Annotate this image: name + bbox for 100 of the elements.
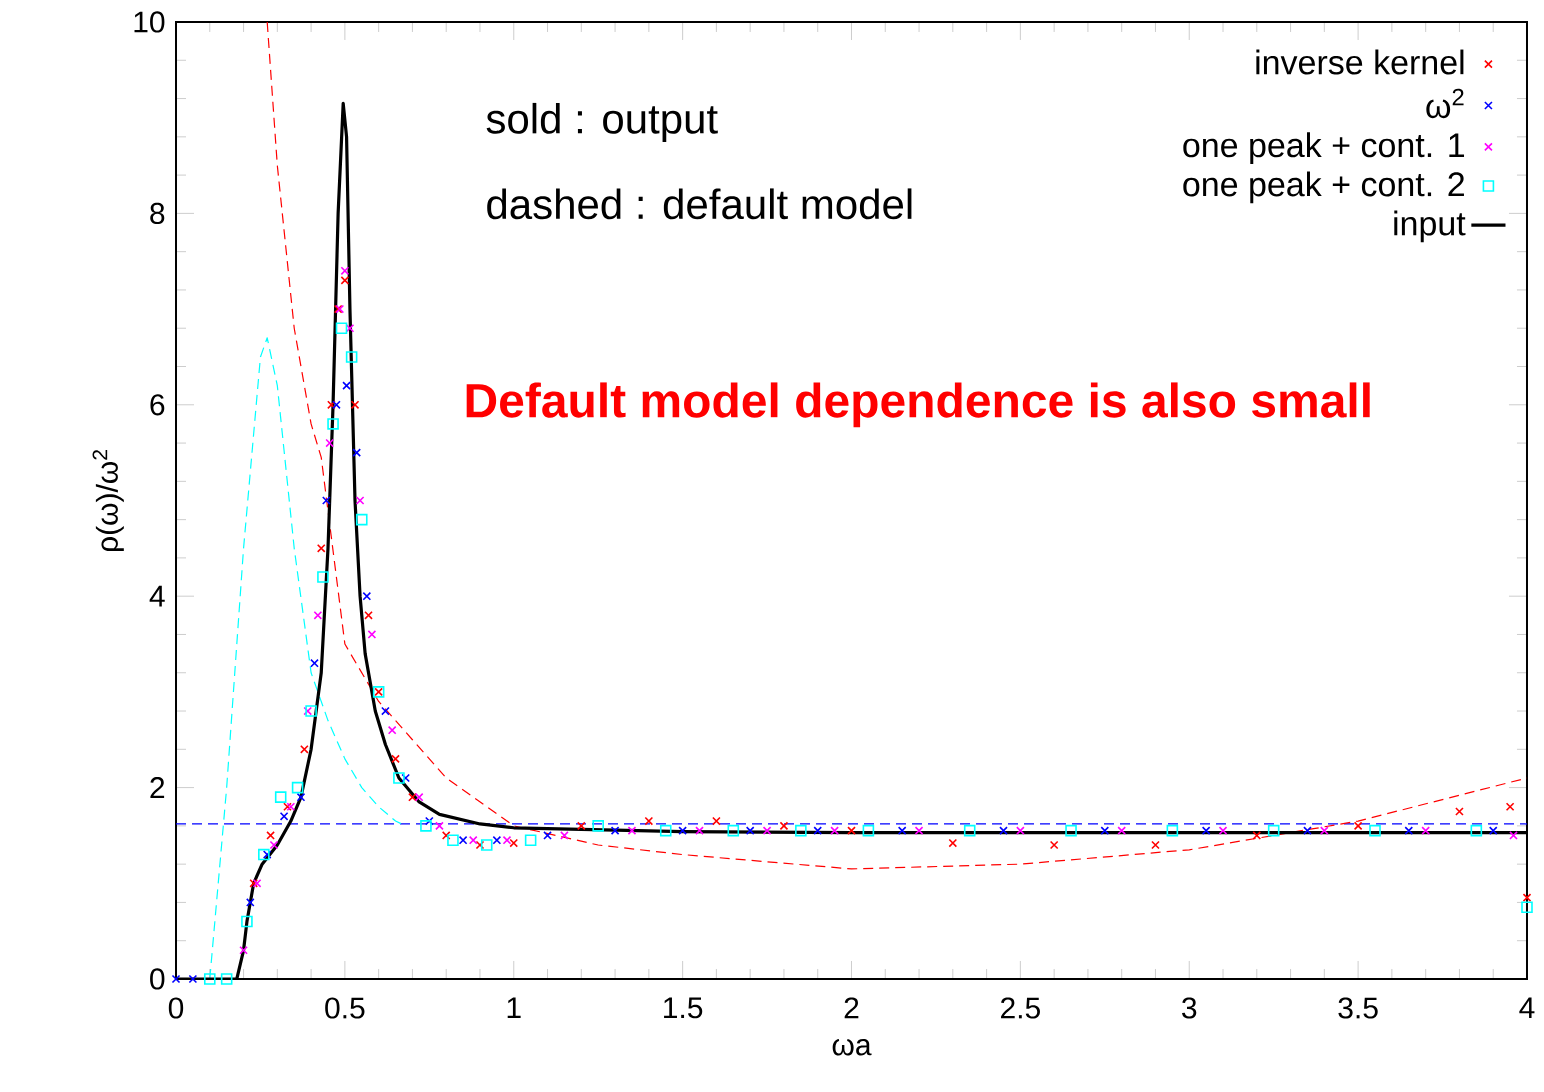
point (1421, 826, 1430, 835)
point (283, 802, 292, 812)
point (1166, 824, 1179, 837)
point (1522, 893, 1532, 902)
x-tick-label: 0 (168, 997, 184, 1019)
point (266, 831, 275, 840)
y-axis-title: ρ(ω)/ω$^{2}$ (92, 450, 124, 551)
point (1521, 901, 1533, 914)
point (468, 835, 478, 845)
point (203, 973, 216, 985)
point (441, 831, 451, 840)
line-series (266, 21, 1527, 870)
point (727, 824, 740, 837)
point (317, 571, 329, 583)
point (245, 898, 255, 907)
point (492, 835, 502, 845)
point (387, 725, 397, 735)
point (1218, 826, 1228, 835)
x-tick-label: 2.5 (1001, 997, 1040, 1019)
point (367, 630, 377, 639)
y-tick-label: 0 (150, 968, 165, 990)
point (543, 831, 552, 840)
point (258, 848, 270, 861)
x-tick-label: 4 (1519, 997, 1535, 1019)
point (524, 834, 537, 847)
point (345, 351, 358, 363)
point (274, 791, 287, 803)
point (1065, 824, 1077, 837)
point (678, 826, 687, 835)
legend-label: ω$^{2}$ (1426, 88, 1464, 119)
point (313, 610, 323, 620)
point (241, 915, 253, 928)
point (560, 831, 569, 840)
point (963, 824, 976, 837)
point (239, 945, 248, 955)
point (914, 826, 924, 835)
point (1151, 840, 1160, 850)
point (350, 400, 360, 410)
annotation: Default model dependence is also small (466, 382, 1370, 428)
point (712, 816, 721, 826)
point (414, 792, 424, 802)
point (335, 322, 348, 335)
point (1252, 831, 1262, 840)
y-tick-label: 6 (150, 394, 165, 416)
point (1320, 826, 1329, 835)
annotation: sold : output (486, 102, 718, 143)
point (305, 705, 317, 717)
point (813, 826, 823, 835)
point (340, 276, 350, 285)
point (762, 826, 772, 835)
point (342, 381, 351, 390)
point (327, 400, 336, 410)
legend-label: input (1394, 210, 1466, 243)
point (610, 826, 620, 835)
point (480, 839, 493, 851)
point (188, 974, 198, 984)
x-tick-label: 3.5 (1338, 997, 1378, 1019)
point (269, 840, 279, 850)
point (1267, 824, 1280, 837)
point (316, 544, 326, 553)
point (862, 824, 875, 837)
point (779, 821, 789, 831)
x-axis-title: ωa (832, 1039, 872, 1056)
point (401, 773, 411, 783)
x-tick-label: 1.5 (664, 997, 703, 1019)
point (1488, 826, 1498, 835)
point (695, 826, 704, 835)
point (447, 834, 459, 847)
point (325, 438, 335, 448)
point (1016, 826, 1025, 835)
point (355, 513, 368, 526)
point (502, 835, 512, 845)
legend-label: one peak + cont. 2 (1183, 171, 1464, 204)
point (830, 826, 839, 835)
point (1470, 824, 1483, 837)
point (291, 781, 304, 794)
point (644, 816, 654, 826)
point (999, 826, 1008, 835)
point (332, 400, 341, 410)
point (340, 266, 350, 276)
point (355, 496, 365, 505)
point (1404, 826, 1414, 835)
point (1505, 802, 1515, 812)
point (1117, 826, 1127, 835)
point (948, 838, 958, 848)
x-tick-label: 3 (1182, 997, 1197, 1019)
point (1049, 840, 1059, 850)
point (391, 754, 400, 764)
point (475, 840, 485, 850)
point (592, 820, 604, 832)
point (897, 826, 907, 835)
point (300, 744, 309, 754)
y-tick-label: 4 (149, 585, 165, 607)
point (362, 591, 372, 601)
point (279, 811, 289, 821)
point (1369, 824, 1381, 837)
point (310, 658, 319, 668)
point (393, 772, 405, 784)
point (509, 838, 519, 848)
point (847, 826, 856, 835)
